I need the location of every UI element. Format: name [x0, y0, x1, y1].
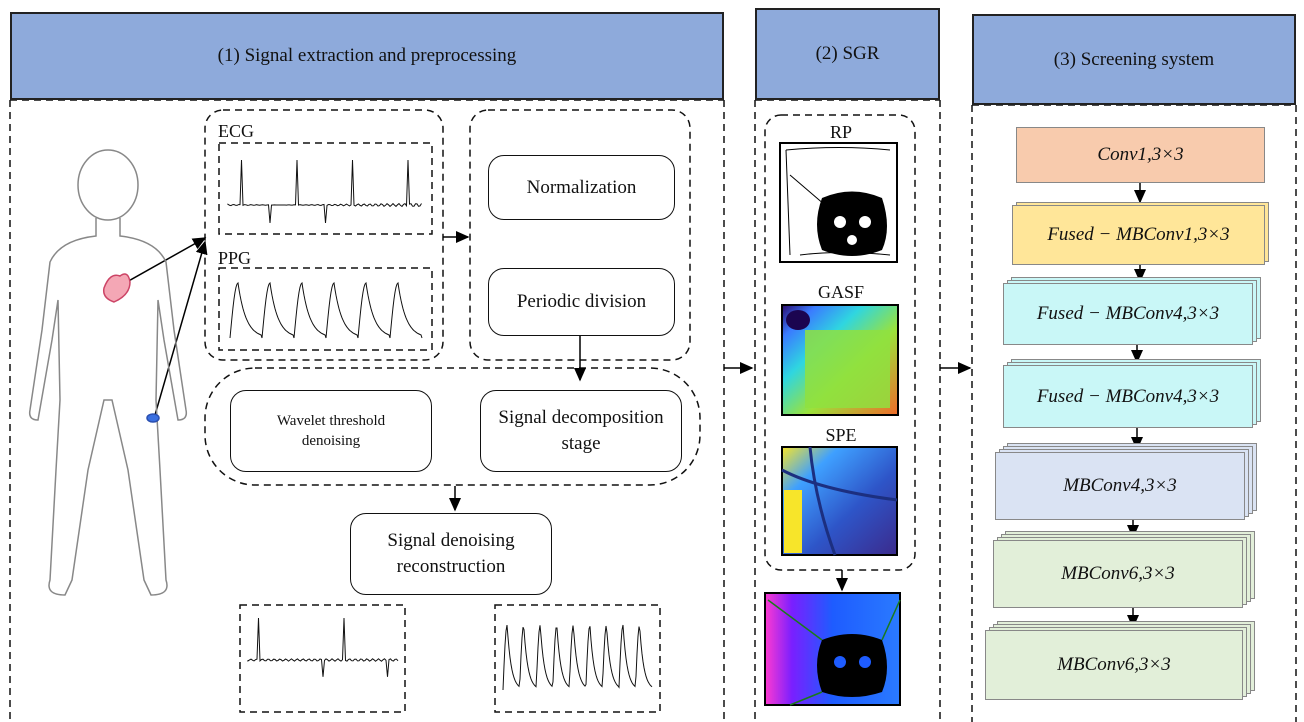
layer-box: MBConv6,3×3: [985, 630, 1243, 700]
layer-box: Conv1,3×3: [1016, 127, 1265, 183]
waveform: [228, 160, 422, 223]
step-box: Periodic division: [488, 268, 675, 336]
layer-box: Fused − MBConv1,3×3: [1012, 205, 1265, 265]
step-box: Signal denoising reconstruction: [350, 513, 552, 595]
signal-label: ECG: [218, 120, 254, 142]
panel-title: (3) Screening system: [972, 14, 1296, 105]
spe-image: [782, 447, 897, 555]
gasf-image: [782, 305, 898, 415]
waveform: [248, 618, 398, 677]
image-label: RP: [800, 121, 882, 143]
layer-box: Fused − MBConv4,3×3: [1003, 283, 1253, 345]
step-box: Wavelet threshold denoising: [230, 390, 432, 472]
diagram: (1) Signal extraction and preprocessing …: [0, 0, 1304, 722]
panel-title: (2) SGR: [755, 8, 940, 100]
layer-box: MBConv6,3×3: [993, 540, 1243, 608]
waveform: [503, 625, 652, 690]
image-label: GASF: [800, 281, 882, 303]
fused-image: [765, 593, 900, 705]
step-box: Normalization: [488, 155, 675, 220]
step-box: Signal decomposition stage: [480, 390, 682, 472]
signal-label: PPG: [218, 247, 251, 269]
rp-image: [780, 143, 897, 262]
layer-box: Fused − MBConv4,3×3: [1003, 365, 1253, 428]
waveform: [230, 283, 422, 338]
human-silhouette: [30, 150, 187, 595]
layer-box: MBConv4,3×3: [995, 452, 1245, 520]
panel-title: (1) Signal extraction and preprocessing: [10, 12, 724, 100]
image-label: SPE: [800, 424, 882, 446]
